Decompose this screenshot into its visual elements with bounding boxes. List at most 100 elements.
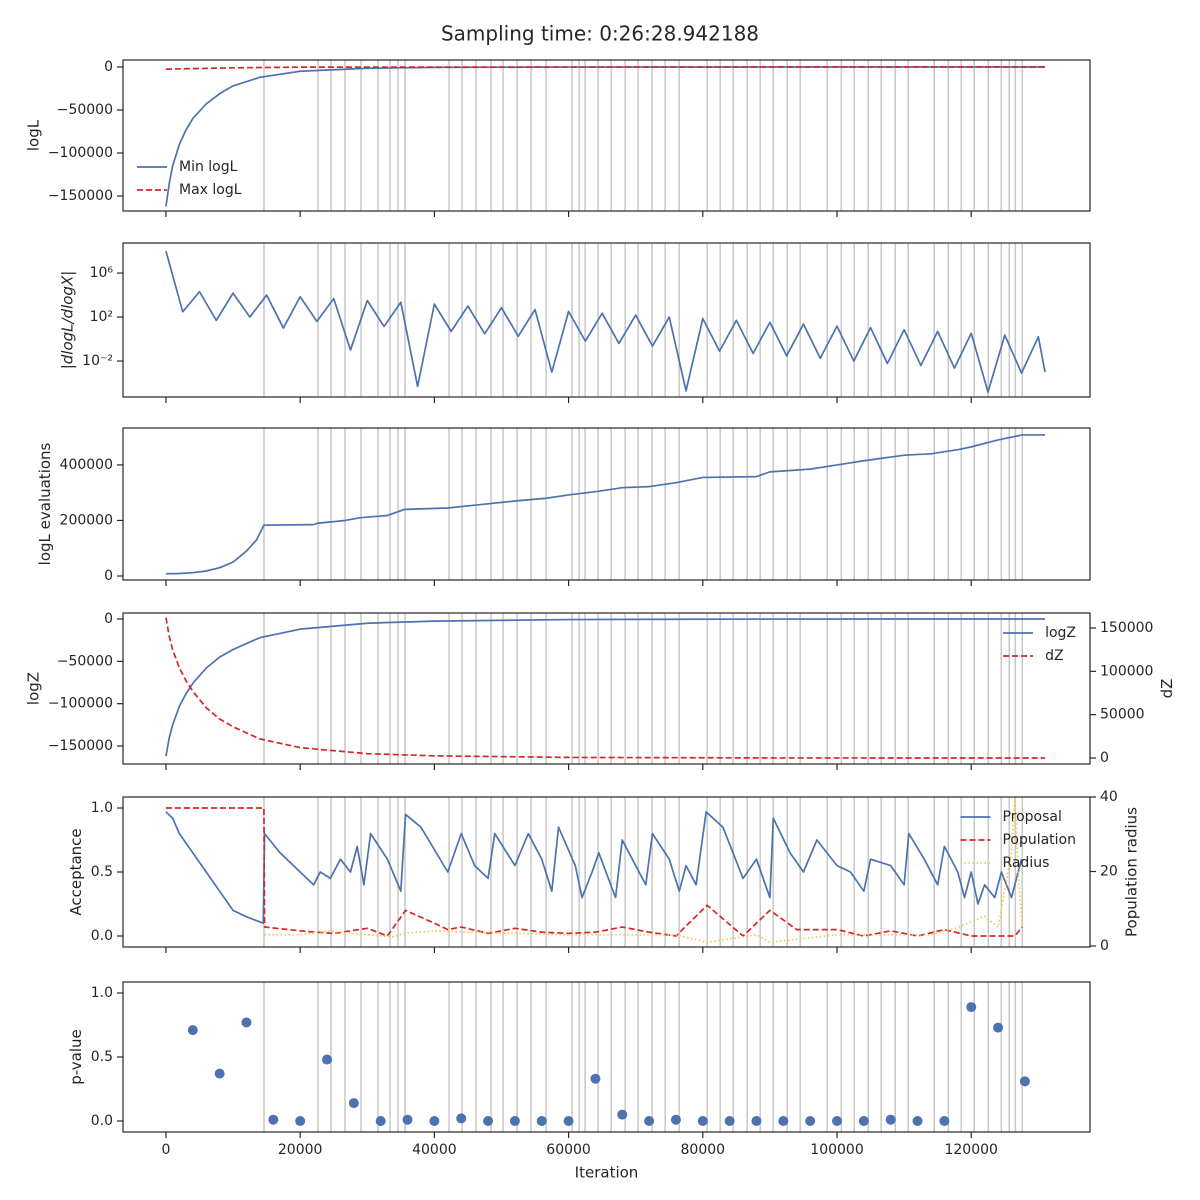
point bbox=[939, 1115, 950, 1126]
plot-area bbox=[165, 428, 1046, 580]
series-line bbox=[165, 434, 1046, 575]
point bbox=[375, 1115, 386, 1126]
series-line bbox=[165, 66, 1046, 207]
point bbox=[912, 1115, 923, 1126]
y-tick-label: 10² bbox=[90, 309, 113, 325]
point bbox=[241, 1017, 252, 1028]
y-axis-label: p-value bbox=[67, 1029, 85, 1085]
y-axis-label: logL bbox=[24, 119, 42, 151]
legend-label: Population bbox=[1002, 832, 1076, 848]
y2-tick-label: 50000 bbox=[1100, 707, 1145, 723]
axes-frame bbox=[122, 242, 1091, 398]
legend-label: Min logL bbox=[179, 159, 238, 175]
point bbox=[778, 1115, 789, 1126]
panel: 0 200000 400000 logL evaluations bbox=[36, 427, 1091, 586]
y-axis-label: logL evaluations bbox=[36, 442, 54, 565]
series-line bbox=[165, 807, 1023, 937]
legend-label: Proposal bbox=[1002, 809, 1061, 825]
point bbox=[670, 1114, 681, 1125]
axes-frame bbox=[122, 612, 1091, 765]
point bbox=[456, 1113, 467, 1124]
y-tick-label: −100000 bbox=[48, 145, 113, 161]
legend-label: Radius bbox=[1002, 855, 1049, 871]
point bbox=[536, 1115, 547, 1126]
point bbox=[268, 1114, 279, 1125]
x-tick-label: 120000 bbox=[944, 1142, 997, 1158]
axes-frame bbox=[122, 427, 1091, 581]
series-line bbox=[165, 618, 1046, 757]
y-tick-label: 0 bbox=[104, 568, 113, 584]
point bbox=[885, 1114, 896, 1125]
x-tick-label: 40000 bbox=[412, 1142, 457, 1158]
y-tick-label: 0.5 bbox=[91, 864, 113, 880]
y-tick-label: 0 bbox=[104, 59, 113, 75]
y-tick-label: −150000 bbox=[48, 738, 113, 754]
panel: −150000 −100000 −50000 0 logL Min logL Max log… bbox=[24, 59, 1091, 217]
plot-area bbox=[165, 613, 1046, 764]
y-axis-label: |dlogL/dlogX| bbox=[59, 271, 77, 370]
y-axis-label: logZ bbox=[24, 672, 42, 705]
legend-label: dZ bbox=[1045, 648, 1063, 664]
series-line bbox=[165, 250, 1046, 393]
point bbox=[214, 1068, 225, 1079]
point bbox=[858, 1115, 869, 1126]
point bbox=[483, 1115, 494, 1126]
panel: −150000 −100000 −50000 0 logZ 0 50000 100000 150… bbox=[24, 611, 1176, 770]
y2-tick-label: 0 bbox=[1100, 750, 1109, 766]
y-tick-label: 1.0 bbox=[91, 800, 113, 816]
y-tick-label: −150000 bbox=[48, 188, 113, 204]
plot-area bbox=[165, 243, 1046, 397]
y2-tick-label: 40 bbox=[1100, 789, 1118, 805]
plot-area bbox=[165, 797, 1024, 947]
point bbox=[348, 1098, 359, 1109]
point bbox=[590, 1073, 601, 1084]
legend: logZ dZ bbox=[1003, 625, 1076, 664]
y2-tick-label: 100000 bbox=[1100, 663, 1153, 679]
point bbox=[187, 1025, 198, 1036]
y-tick-label: 10⁻² bbox=[82, 353, 113, 369]
point bbox=[697, 1115, 708, 1126]
y-tick-label: 0 bbox=[104, 611, 113, 627]
figure-title: Sampling time: 0:26:28.942188 bbox=[441, 22, 759, 46]
y2-axis-label: dZ bbox=[1158, 679, 1176, 699]
legend-label: Max logL bbox=[179, 182, 242, 198]
point bbox=[509, 1115, 520, 1126]
point bbox=[429, 1115, 440, 1126]
y-tick-label: 0.0 bbox=[91, 1113, 113, 1129]
series-line bbox=[165, 66, 1046, 70]
point bbox=[724, 1115, 735, 1126]
panel: 0 20000 40000 60000 80000 100000 120000 Iterati… bbox=[67, 981, 1091, 1182]
y-tick-label: 1.0 bbox=[91, 985, 113, 1001]
plot-area bbox=[187, 982, 1030, 1132]
y-tick-label: −100000 bbox=[48, 696, 113, 712]
y2-tick-label: 0 bbox=[1100, 938, 1109, 954]
point bbox=[805, 1115, 816, 1126]
y-tick-label: −50000 bbox=[57, 653, 113, 669]
panel: 10⁻² 10² 10⁶ |dlogL/dlogX| bbox=[59, 242, 1091, 403]
x-tick-label: 80000 bbox=[681, 1142, 726, 1158]
point bbox=[993, 1022, 1004, 1033]
y-tick-label: 400000 bbox=[60, 457, 113, 473]
axes-frame bbox=[122, 981, 1091, 1133]
y-tick-label: −50000 bbox=[57, 102, 113, 118]
y2-tick-label: 150000 bbox=[1100, 620, 1153, 636]
point bbox=[644, 1115, 655, 1126]
legend: Min logL Max logL bbox=[137, 159, 242, 198]
x-axis-label: Iteration bbox=[575, 1164, 639, 1182]
legend: Proposal Population Radius bbox=[960, 809, 1076, 871]
y2-tick-label: 20 bbox=[1100, 863, 1118, 879]
y-tick-label: 10⁶ bbox=[90, 265, 114, 281]
x-tick-label: 20000 bbox=[278, 1142, 323, 1158]
y-tick-label: 0.0 bbox=[91, 928, 113, 944]
point bbox=[563, 1115, 574, 1126]
point bbox=[402, 1114, 413, 1125]
point bbox=[966, 1002, 977, 1013]
point bbox=[322, 1054, 333, 1065]
x-tick-label: 100000 bbox=[810, 1142, 863, 1158]
y-tick-label: 0.5 bbox=[91, 1049, 113, 1065]
point bbox=[617, 1109, 628, 1120]
legend-label: logZ bbox=[1045, 625, 1076, 641]
point bbox=[1019, 1076, 1030, 1087]
